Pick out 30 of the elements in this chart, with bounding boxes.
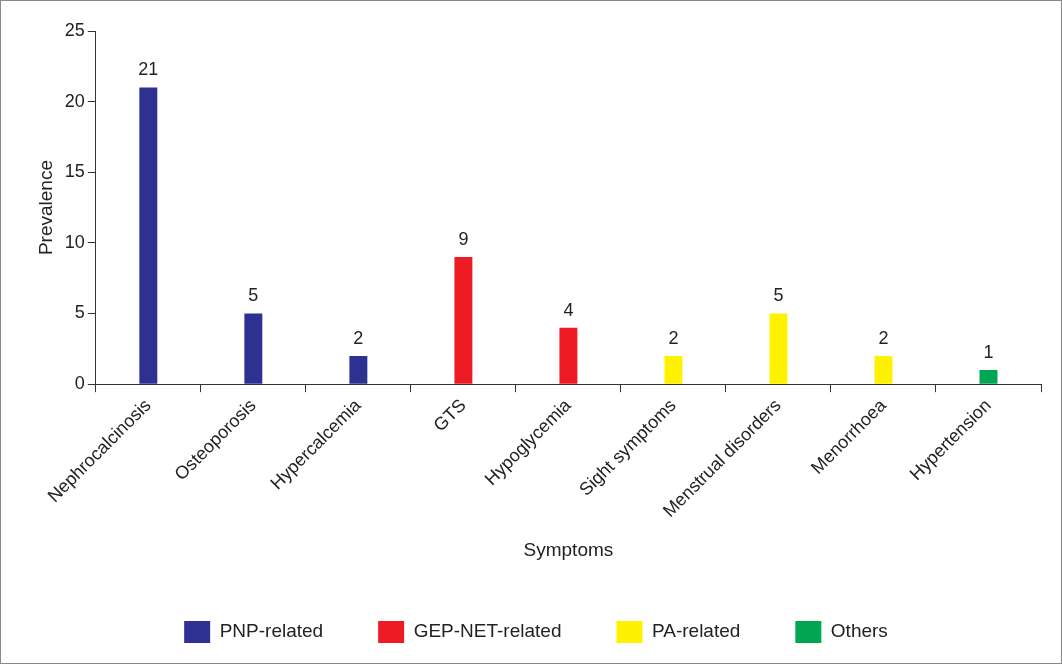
y-tick-label: 20 [64,90,85,111]
bar [559,327,578,384]
data-label: 2 [878,327,889,348]
data-label: 9 [458,228,469,249]
bar [979,370,998,384]
bar [664,355,683,384]
data-label: 5 [773,285,784,306]
y-tick-label: 10 [64,231,85,252]
y-tick-label: 25 [64,19,85,40]
data-label: 5 [248,285,259,306]
x-axis-title: Symptoms [523,538,614,560]
legend-label: Others [830,620,888,642]
data-label: 2 [353,327,364,348]
y-tick-label: 0 [74,373,85,394]
data-label: 1 [983,342,994,362]
legend-label: PA-related [651,620,741,642]
y-axis-title: Prevalence [34,160,56,256]
data-label: 4 [563,299,574,320]
legend-label: PNP-related [219,620,324,642]
y-tick-label: 15 [64,161,85,182]
legend-label: GEP-NET-related [413,620,562,642]
data-label: 2 [668,327,679,348]
bar [139,87,158,384]
bar [769,313,788,384]
data-label: 21 [138,59,159,80]
bar [874,355,893,384]
bar [244,313,263,384]
y-tick-label: 5 [74,302,85,323]
bar [349,355,368,384]
bar [454,257,473,384]
